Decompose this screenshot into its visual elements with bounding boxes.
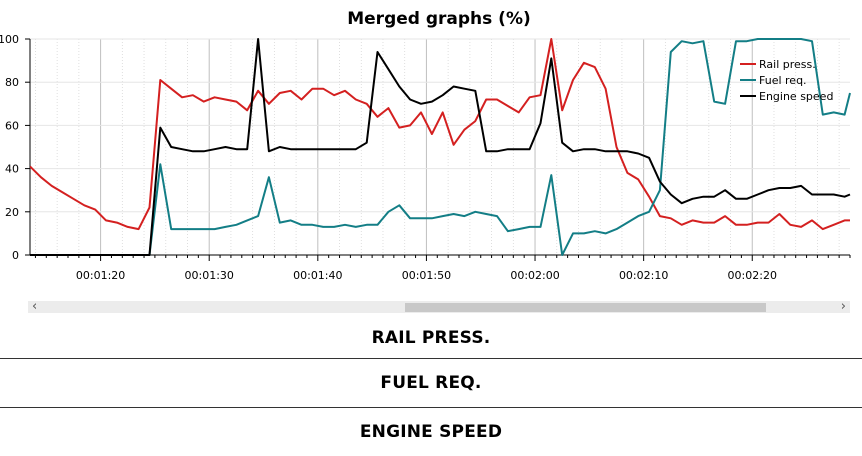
y-tick-label: 20 bbox=[5, 206, 19, 219]
legend-label: Rail press. bbox=[759, 58, 816, 71]
legend-label: Engine speed bbox=[759, 90, 833, 103]
chart-legend: Rail press. Fuel req. Engine speed bbox=[740, 58, 833, 103]
chart-title: Merged graphs (%) bbox=[347, 9, 531, 29]
y-tick-label: 100 bbox=[0, 33, 19, 46]
section-rail-press[interactable]: RAIL PRESS. bbox=[0, 316, 862, 359]
x-tick-label: 00:02:10 bbox=[619, 269, 668, 282]
section-engine-speed[interactable]: ENGINE SPEED bbox=[359, 422, 503, 442]
x-tick-label: 00:01:40 bbox=[293, 269, 342, 282]
y-tick-label: 40 bbox=[5, 163, 19, 176]
x-tick-label: 00:02:00 bbox=[510, 269, 559, 282]
x-tick-label: 00:02:20 bbox=[728, 269, 777, 282]
series-line-fuel-req bbox=[30, 38, 851, 256]
series-line-engine-speed bbox=[30, 38, 851, 256]
y-tick-label: 0 bbox=[12, 249, 19, 262]
scroll-left-icon[interactable]: ‹ bbox=[32, 299, 38, 314]
y-tick-label: 60 bbox=[5, 119, 19, 132]
horizontal-scrollbar[interactable]: ‹ › bbox=[28, 299, 850, 314]
section-fuel-req[interactable]: FUEL REQ. bbox=[0, 359, 862, 408]
series-line-rail-press bbox=[30, 38, 850, 231]
x-tick-label: 00:01:50 bbox=[402, 269, 451, 282]
merged-graphs-chart[interactable]: 0 20 40 60 80 100 00:01:20 00:01:30 00:01:40 00:0… bbox=[0, 28, 862, 298]
chart-axes: 0 20 40 60 80 100 00:01:20 00:01:30 00:01:40 00:0… bbox=[0, 33, 851, 282]
x-tick-label: 00:01:30 bbox=[185, 269, 234, 282]
scroll-thumb[interactable] bbox=[405, 303, 766, 312]
chart-series bbox=[30, 38, 851, 256]
scroll-right-icon[interactable]: › bbox=[840, 299, 846, 314]
y-tick-label: 80 bbox=[5, 76, 19, 89]
x-tick-label: 00:01:20 bbox=[76, 269, 125, 282]
legend-label: Fuel req. bbox=[759, 74, 807, 87]
